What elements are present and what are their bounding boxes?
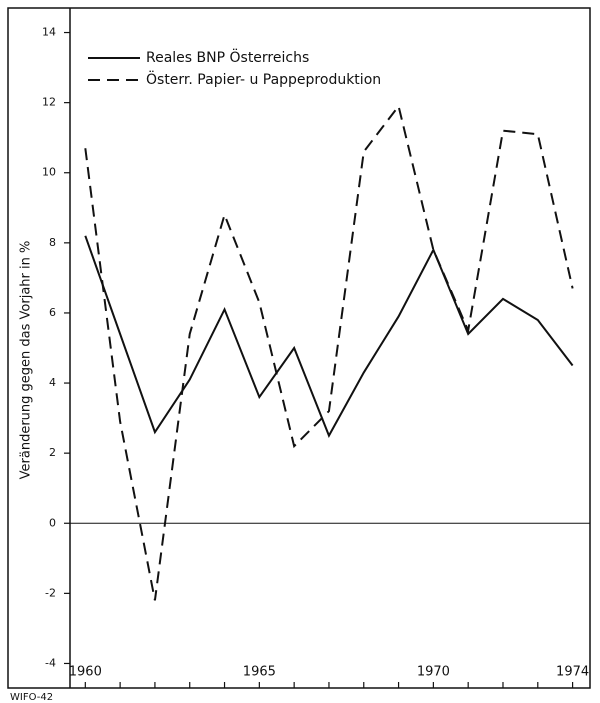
y-tick-label: 14	[42, 26, 56, 39]
y-tick-label: 4	[49, 376, 56, 389]
series-line	[84, 235, 574, 438]
y-tick-label: -2	[45, 586, 56, 599]
source: WIFO-42	[10, 692, 53, 703]
series-line	[84, 103, 574, 601]
x-tick-label: 1974	[556, 665, 589, 680]
y-axis-label: Veränderung gegen das Vorjahr in %	[19, 241, 34, 480]
x-tick-label: 1970	[417, 665, 450, 680]
y-tick-label: 2	[49, 446, 56, 459]
y-tick-label: 0	[49, 516, 56, 529]
y-tick-label: 12	[42, 96, 56, 109]
legend-label: Österr. Papier- u Pappeproduktion	[146, 70, 381, 88]
legend-label: Reales BNP Österreichs	[146, 48, 309, 66]
y-tick-label: 10	[42, 166, 56, 179]
y-tick-label: -4	[45, 656, 56, 669]
x-tick-label: 1960	[69, 665, 102, 680]
y-tick-label: 6	[49, 306, 56, 319]
y-tick-label: 8	[49, 236, 56, 249]
x-tick-label: 1965	[243, 665, 276, 680]
frame	[7, 7, 591, 689]
